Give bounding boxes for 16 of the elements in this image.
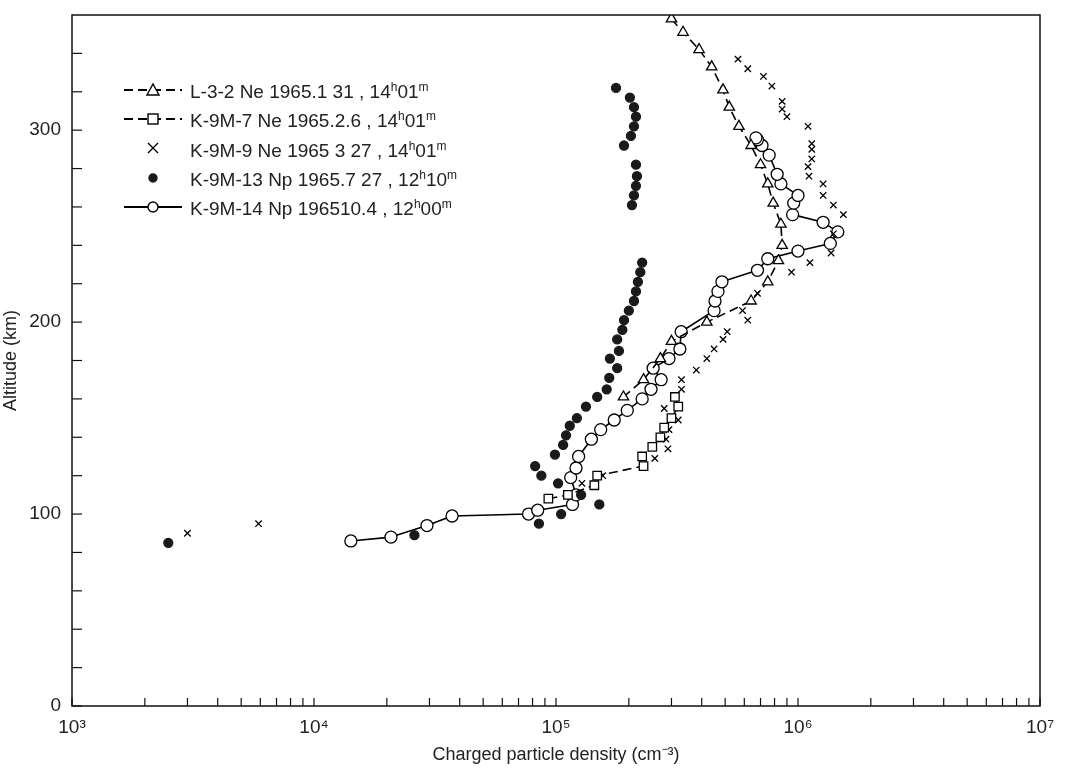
y-tick-label: 300 bbox=[29, 118, 61, 140]
x-tick-label: 10³ bbox=[58, 715, 86, 737]
x-tick-label: 10⁷ bbox=[1025, 715, 1055, 737]
x-tick-label: 10⁵ bbox=[541, 715, 571, 737]
y-tick-label: 0 bbox=[50, 694, 61, 716]
legend-label: L-3-2 Ne 1965.1 31 , 14$^{h}$01$^{m}$ bbox=[190, 79, 429, 105]
x-tick-label: 10⁴ bbox=[299, 715, 329, 737]
x-tick-label: 10⁶ bbox=[783, 715, 813, 737]
legend-label: K-9M-13 Np 1965.7 27 , 12$^{h}$10$^{m}$ bbox=[190, 167, 458, 193]
legend-label: K-9M-14 Np 196510.4 , 12$^{h}$00$^{m}$ bbox=[190, 196, 452, 222]
y-axis-title: Altitude (km) bbox=[0, 309, 20, 412]
legend-label: K-9M-7 Ne 1965.2.6 , 14$^{h}$01$^{m}$ bbox=[190, 108, 436, 134]
legend-label: K-9M-9 Ne 1965 3 27 , 14$^{h}$01$^{m}$ bbox=[190, 137, 447, 163]
y-tick-label: 200 bbox=[29, 310, 61, 332]
y-tick-label: 100 bbox=[29, 502, 61, 524]
x-axis-title: Charged particle density (cm⁻³) bbox=[432, 744, 680, 765]
